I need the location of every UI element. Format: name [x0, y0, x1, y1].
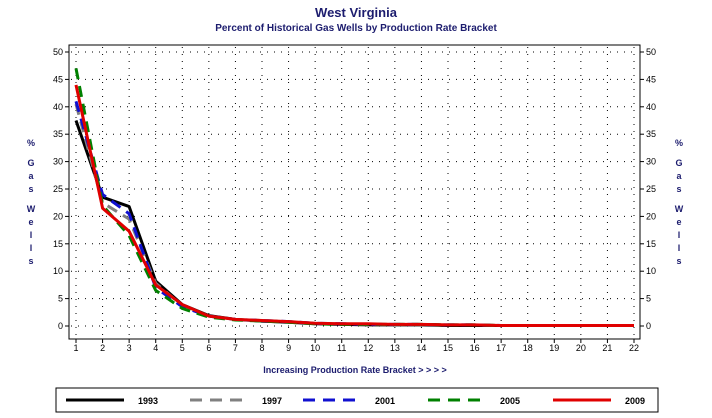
legend-box: [55, 387, 659, 413]
legend: 1993 1997 2001 2005 2009: [66, 396, 645, 406]
series-line-1997: [74, 103, 634, 327]
x-tick-label: 20: [576, 343, 586, 353]
y-axis-label-char: %: [27, 138, 35, 148]
y-tick-label-right: 25: [646, 184, 656, 194]
y-axis-label-char: e: [676, 217, 681, 227]
x-tick-label: 11: [337, 343, 346, 353]
x-tick-label: 9: [286, 343, 291, 353]
x-tick-label: 14: [416, 343, 426, 353]
y-axis-label-char: a: [676, 171, 682, 181]
grid-dots: [71, 47, 638, 337]
y-axis-label-char: s: [28, 256, 33, 266]
y-tick-label-right: 45: [646, 74, 656, 84]
y-axis-label-char: s: [676, 184, 681, 194]
chart-subtitle: Percent of Historical Gas Wells by Produ…: [215, 23, 497, 34]
y-tick-label-left: 35: [53, 129, 63, 139]
y-axis-label-char: l: [30, 230, 33, 240]
legend-label-2009: 2009: [625, 396, 645, 406]
y-tick-label-left: 50: [53, 47, 63, 57]
y-axis-label-char: e: [28, 217, 33, 227]
y-tick-label-right: 30: [646, 157, 656, 167]
x-tick-label: 8: [259, 343, 264, 353]
y-axis-label-char: l: [678, 243, 681, 253]
x-tick-label: 4: [153, 343, 158, 353]
y-tick-label-right: 40: [646, 102, 656, 112]
y-axis-label-char: s: [28, 184, 33, 194]
y-tick-label-right: 5: [646, 294, 651, 304]
legend-label-1997: 1997: [262, 396, 282, 406]
y-tick-label-left: 45: [53, 74, 63, 84]
x-tick-label: 7: [233, 343, 238, 353]
x-tick-label: 22: [629, 343, 639, 353]
series-line-2009: [74, 84, 634, 327]
y-tick-label-right: 15: [646, 239, 656, 249]
y-tick-label-left: 40: [53, 102, 63, 112]
y-tick-label-left: 25: [53, 184, 63, 194]
y-tick-label-right: 50: [646, 47, 656, 57]
x-tick-label: 10: [310, 343, 320, 353]
y-tick-label-left: 5: [58, 294, 63, 304]
series-lines: [74, 68, 634, 327]
series-line-1993: [74, 120, 634, 327]
legend-label-2001: 2001: [375, 396, 395, 406]
y-axis-label-char: W: [27, 204, 36, 214]
x-tick-label: 21: [602, 343, 612, 353]
y-axis-label-char: G: [675, 158, 682, 168]
x-tick-label: 13: [390, 343, 400, 353]
y-tick-label-left: 0: [58, 321, 63, 331]
x-tick-label: 6: [206, 343, 211, 353]
x-axis-label: Increasing Production Rate Bracket > > >…: [263, 365, 447, 375]
plot-area: [68, 44, 641, 340]
y-axis-label-char: W: [675, 204, 684, 214]
legend-label-1993: 1993: [138, 396, 158, 406]
x-tick-label: 3: [127, 343, 132, 353]
y-axis-label-char: l: [678, 230, 681, 240]
y-axis-label-char: a: [28, 171, 34, 181]
y-axis-label-char: l: [30, 243, 33, 253]
y-axis-label-char: s: [676, 256, 681, 266]
y-tick-label-left: 15: [53, 239, 63, 249]
x-tick-label: 2: [100, 343, 105, 353]
x-tick-label: 18: [523, 343, 533, 353]
x-tick-label: 15: [443, 343, 453, 353]
x-tick-label: 5: [180, 343, 185, 353]
y-tick-label-left: 30: [53, 157, 63, 167]
x-tick-label: 1: [73, 343, 78, 353]
x-tick-label: 19: [549, 343, 559, 353]
y-tick-label-right: 0: [646, 321, 651, 331]
y-tick-label-left: 10: [53, 266, 63, 276]
y-axis-label-char: G: [27, 158, 34, 168]
y-axis-label-char: %: [675, 138, 683, 148]
y-tick-label-right: 35: [646, 129, 656, 139]
x-tick-label: 16: [470, 343, 480, 353]
y-tick-label-left: 20: [53, 211, 63, 221]
chart-title: West Virginia: [315, 5, 398, 20]
legend-label-2005: 2005: [500, 396, 520, 406]
y-tick-label-right: 10: [646, 266, 656, 276]
x-tick-label: 17: [496, 343, 506, 353]
y-tick-label-right: 20: [646, 211, 656, 221]
x-tick-label: 12: [363, 343, 373, 353]
